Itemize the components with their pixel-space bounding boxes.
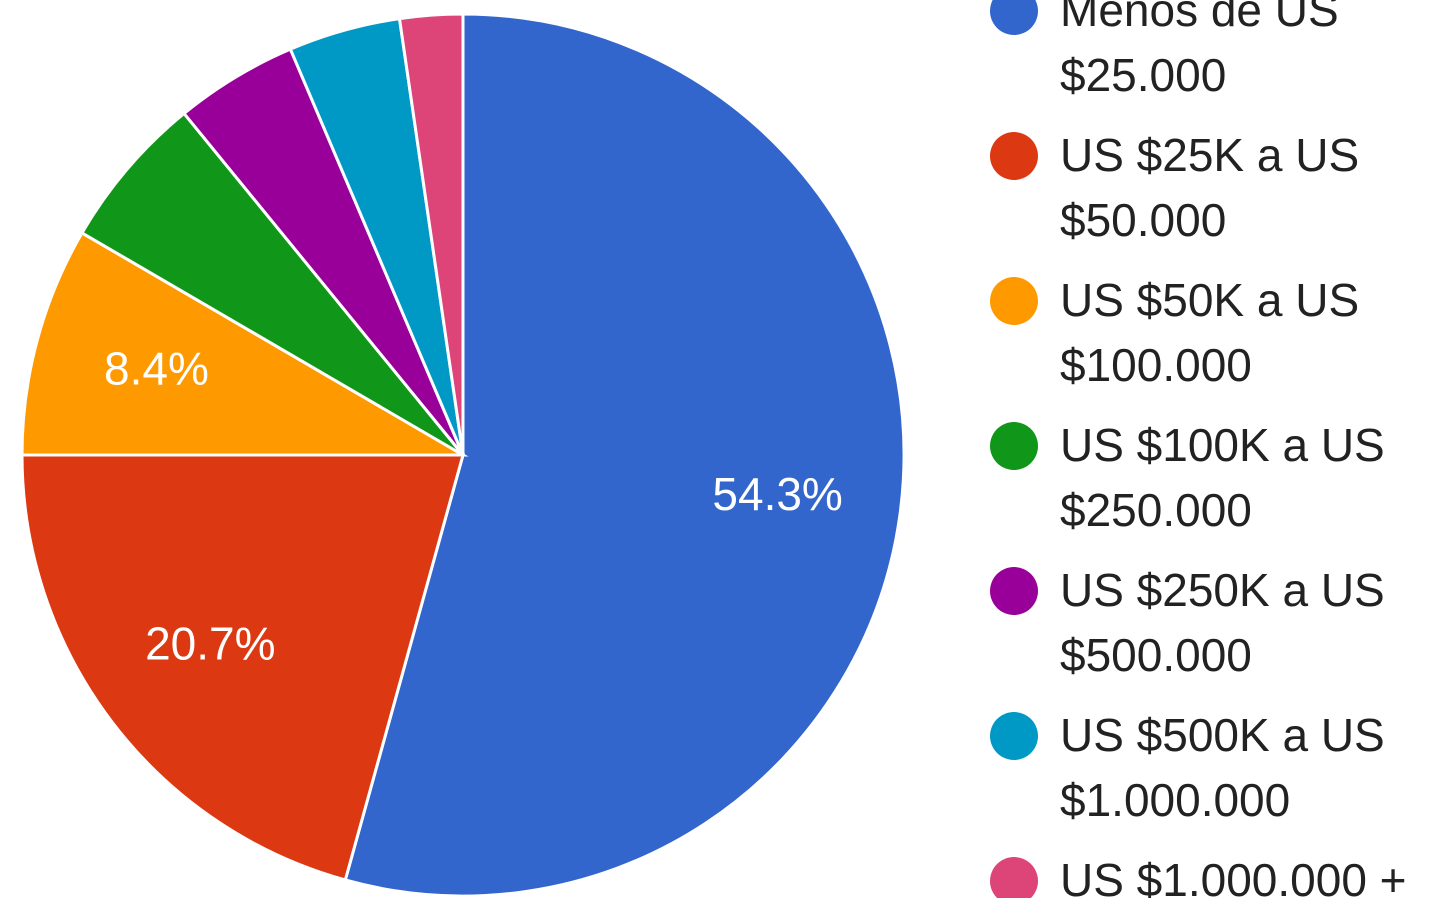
pie-slice [343,12,906,898]
legend-swatch [990,566,1038,615]
legend-label: Menos de US $25.000 [1060,0,1339,101]
legend: Menos de US $25.000 US $25K a US $50.000 U… [990,0,1440,898]
legend-label: US $25K a US $50.000 [1060,128,1360,246]
slice-label: 8.4% [104,342,209,394]
pie-slice [20,453,465,882]
slice-label: 20.7% [145,617,275,669]
legend-swatch [990,276,1038,325]
pie-chart: 54.3% 20.7% 8.4% [20,12,906,898]
pie-slice [79,111,465,457]
legend-label: US $1.000.000 + [1060,853,1407,898]
legend-swatch [990,421,1038,470]
legend-label: US $100K a US $250.000 [1060,418,1385,536]
legend-label: US $50K a US $100.000 [1060,273,1360,391]
legend-swatch [990,131,1038,180]
legend-swatch [990,0,1038,35]
slice-label: 54.3% [712,468,842,520]
legend-swatch [990,856,1038,898]
legend-swatch [990,711,1038,760]
legend-label: US $500K a US $1.000.000 [1060,708,1385,826]
legend-label: US $250K a US $500.000 [1060,563,1385,681]
pie-slice [397,12,465,456]
pie-slice [20,230,469,457]
